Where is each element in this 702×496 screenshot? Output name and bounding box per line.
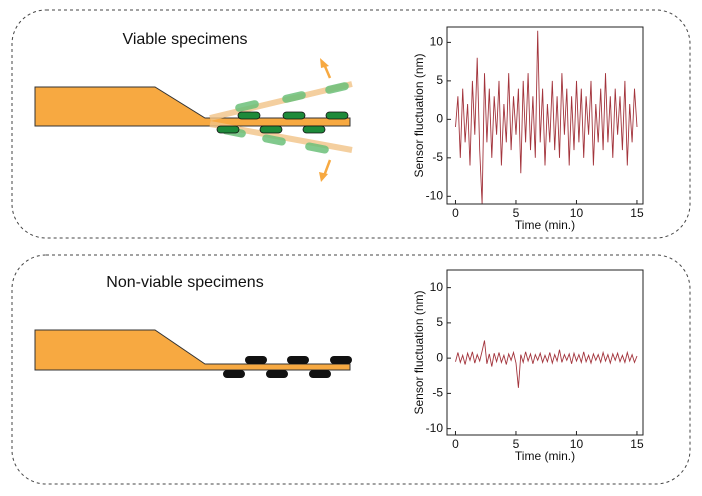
plot-frame — [446, 26, 644, 205]
x-axis-label: Time (min.) — [515, 449, 575, 463]
y-tick-label: -10 — [426, 188, 444, 202]
x-tick-label: 15 — [630, 437, 644, 451]
cantilever-diagram — [34, 329, 352, 378]
cantilever-diagram — [34, 58, 353, 182]
y-axis-label: Sensor fluctuation (nm) — [412, 53, 426, 177]
y-tick-label: -10 — [426, 421, 444, 435]
x-axis-label: Time (min.) — [515, 218, 575, 232]
y-tick-label: 0 — [436, 350, 443, 364]
x-tick-label: 10 — [570, 437, 584, 451]
y-tick-label: 0 — [436, 112, 443, 126]
y-tick-label: 10 — [430, 280, 444, 294]
panel-title: Non-viable specimens — [106, 274, 263, 291]
panel-title: Viable specimens — [122, 31, 247, 48]
x-tick-label: 0 — [452, 206, 459, 220]
x-tick-label: 15 — [630, 206, 644, 220]
y-tick-label: 5 — [436, 315, 443, 329]
x-tick-label: 5 — [513, 437, 520, 451]
x-tick-label: 5 — [513, 206, 520, 220]
y-tick-label: -5 — [432, 150, 443, 164]
data-line — [455, 340, 638, 388]
x-tick-label: 10 — [570, 206, 584, 220]
x-tick-label: 0 — [452, 437, 459, 451]
plot-frame — [446, 269, 644, 436]
y-tick-label: 5 — [436, 73, 443, 87]
y-tick-label: 10 — [430, 35, 444, 49]
panel-frame — [11, 254, 691, 485]
data-line — [455, 30, 638, 205]
y-tick-label: -5 — [432, 386, 443, 400]
y-axis-label: Sensor fluctuation (nm) — [412, 290, 426, 414]
